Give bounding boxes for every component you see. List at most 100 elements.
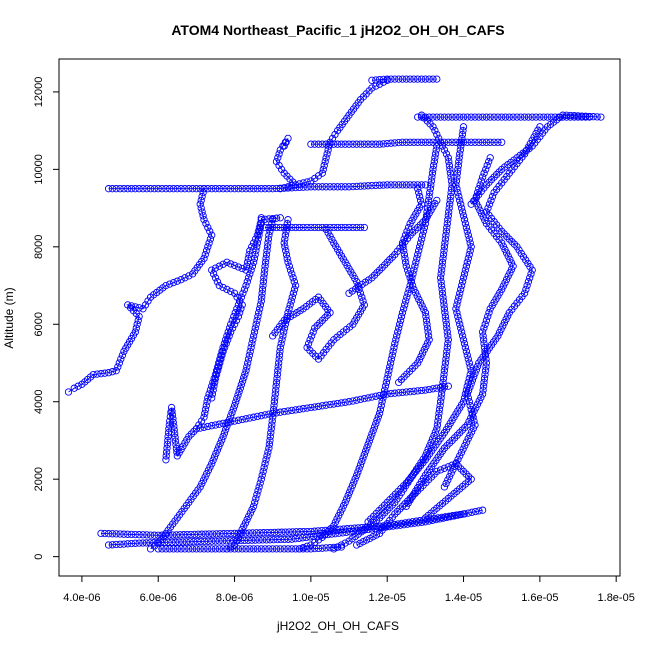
data-point xyxy=(265,444,273,452)
data-point xyxy=(330,543,338,552)
data-point xyxy=(469,413,477,421)
data-point xyxy=(414,223,422,232)
data-point xyxy=(455,316,463,325)
data-point xyxy=(204,466,213,474)
data-point xyxy=(399,305,408,313)
data-point xyxy=(477,393,485,402)
data-point xyxy=(185,432,193,441)
data-point xyxy=(265,410,273,418)
data-point xyxy=(452,305,460,313)
data-point xyxy=(363,444,371,452)
data-point xyxy=(353,541,361,549)
data-point xyxy=(288,270,296,278)
data-point xyxy=(458,426,466,434)
data-point xyxy=(218,436,226,444)
data-point xyxy=(131,328,139,336)
data-point xyxy=(482,316,491,325)
data-point xyxy=(484,204,492,212)
data-point xyxy=(438,142,447,150)
data-point xyxy=(375,409,384,417)
data-point xyxy=(364,394,372,402)
data-point xyxy=(356,140,365,148)
data-point xyxy=(249,336,257,344)
data-point xyxy=(172,441,180,449)
data-point xyxy=(318,402,326,410)
data-point xyxy=(170,422,178,430)
data-point xyxy=(395,181,403,189)
data-point xyxy=(513,113,521,121)
data-point xyxy=(131,185,139,193)
data-point xyxy=(324,530,332,539)
data-point xyxy=(275,359,283,367)
data-point xyxy=(467,138,475,146)
data-point xyxy=(185,545,193,553)
data-point xyxy=(502,249,511,257)
data-point xyxy=(173,185,181,193)
data-point xyxy=(444,339,452,348)
data-point xyxy=(330,223,338,232)
data-point xyxy=(461,423,469,432)
data-point xyxy=(372,392,380,400)
data-point xyxy=(440,243,449,251)
data-point xyxy=(435,409,443,417)
data-point xyxy=(357,526,365,535)
data-point xyxy=(420,346,428,354)
data-point xyxy=(385,367,393,375)
data-point xyxy=(93,370,101,378)
data-point xyxy=(209,378,217,387)
data-point xyxy=(403,293,411,301)
data-point xyxy=(482,208,491,216)
data-point xyxy=(326,140,334,148)
data-point xyxy=(311,174,319,183)
data-point xyxy=(455,293,463,301)
data-point xyxy=(233,536,241,545)
data-point xyxy=(438,258,447,266)
data-point xyxy=(272,545,281,553)
data-point xyxy=(216,530,224,538)
data-point xyxy=(322,154,330,162)
data-point xyxy=(243,262,251,270)
data-point xyxy=(402,388,410,396)
data-point xyxy=(332,525,340,534)
data-point xyxy=(417,181,426,189)
data-point xyxy=(387,75,395,83)
data-point xyxy=(480,339,488,348)
data-point xyxy=(112,367,120,375)
data-point xyxy=(391,139,399,147)
data-point xyxy=(478,173,487,181)
data-point xyxy=(442,227,451,235)
data-point xyxy=(284,223,292,232)
data-point xyxy=(250,328,259,336)
data-point xyxy=(246,545,254,553)
x-tick-label: 4.0e-06 xyxy=(63,592,100,604)
data-point xyxy=(387,355,396,363)
data-point xyxy=(284,134,292,143)
data-point xyxy=(466,239,474,247)
data-point xyxy=(421,386,430,394)
data-point xyxy=(486,154,494,162)
data-point xyxy=(481,370,489,379)
data-point xyxy=(289,274,297,282)
data-point xyxy=(208,460,216,468)
data-point xyxy=(118,351,127,359)
data-point xyxy=(206,386,215,394)
data-point xyxy=(227,328,235,336)
data-point xyxy=(444,476,452,484)
data-point xyxy=(304,339,313,348)
data-point xyxy=(353,223,361,232)
data-point xyxy=(438,285,446,294)
data-point xyxy=(364,440,372,448)
data-point xyxy=(498,113,506,121)
data-point xyxy=(200,413,208,421)
data-point xyxy=(247,343,255,352)
data-point xyxy=(285,262,293,270)
data-point xyxy=(366,534,374,543)
data-point xyxy=(258,285,267,294)
data-point xyxy=(319,165,327,174)
data-point xyxy=(248,505,256,514)
data-point xyxy=(131,303,139,311)
data-point xyxy=(260,270,268,278)
data-point xyxy=(440,464,449,472)
data-point xyxy=(502,315,510,323)
data-point xyxy=(439,514,447,522)
